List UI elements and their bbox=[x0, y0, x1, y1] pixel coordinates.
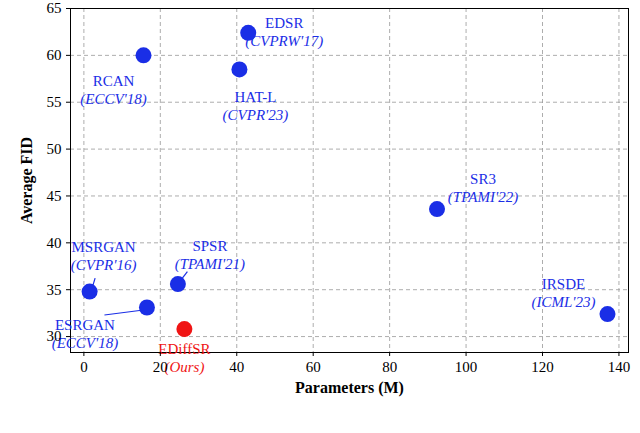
svg-text:0: 0 bbox=[80, 359, 88, 375]
svg-text:35: 35 bbox=[47, 281, 62, 297]
svg-text:20: 20 bbox=[153, 359, 168, 375]
svg-text:(CVPR'16): (CVPR'16) bbox=[71, 257, 137, 274]
svg-text:HAT-L: HAT-L bbox=[234, 89, 276, 105]
svg-text:(CVPRW'17): (CVPRW'17) bbox=[245, 33, 323, 50]
svg-text:ESRGAN: ESRGAN bbox=[55, 317, 115, 333]
svg-text:EDiffSR: EDiffSR bbox=[158, 341, 210, 357]
svg-text:(TPAMI'22): (TPAMI'22) bbox=[448, 189, 518, 206]
svg-text:80: 80 bbox=[382, 359, 397, 375]
svg-text:65: 65 bbox=[47, 0, 62, 16]
svg-text:30: 30 bbox=[47, 328, 62, 344]
svg-text:(ECCV'18): (ECCV'18) bbox=[80, 91, 147, 108]
svg-text:Average FID: Average FID bbox=[18, 137, 36, 224]
svg-text:Parameters (M): Parameters (M) bbox=[295, 379, 404, 397]
svg-text:55: 55 bbox=[47, 94, 62, 110]
svg-text:(Ours): (Ours) bbox=[164, 359, 204, 376]
svg-text:MSRGAN: MSRGAN bbox=[72, 239, 136, 255]
svg-text:IRSDE: IRSDE bbox=[542, 276, 585, 292]
svg-text:50: 50 bbox=[47, 141, 62, 157]
svg-text:EDSR: EDSR bbox=[265, 15, 303, 31]
svg-text:100: 100 bbox=[455, 359, 478, 375]
svg-text:(TPAMI'21): (TPAMI'21) bbox=[175, 256, 245, 273]
svg-text:40: 40 bbox=[229, 359, 244, 375]
svg-text:60: 60 bbox=[306, 359, 321, 375]
svg-text:60: 60 bbox=[47, 47, 62, 63]
svg-text:(ICML'23): (ICML'23) bbox=[531, 294, 595, 311]
svg-text:(CVPR'23): (CVPR'23) bbox=[223, 107, 289, 124]
svg-text:140: 140 bbox=[608, 359, 631, 375]
svg-text:45: 45 bbox=[47, 188, 62, 204]
svg-text:40: 40 bbox=[47, 235, 62, 251]
svg-text:(ECCV'18): (ECCV'18) bbox=[52, 335, 119, 352]
svg-text:120: 120 bbox=[531, 359, 554, 375]
svg-text:SPSR: SPSR bbox=[192, 238, 227, 254]
svg-text:RCAN: RCAN bbox=[93, 73, 135, 89]
svg-text:SR3: SR3 bbox=[470, 171, 496, 187]
